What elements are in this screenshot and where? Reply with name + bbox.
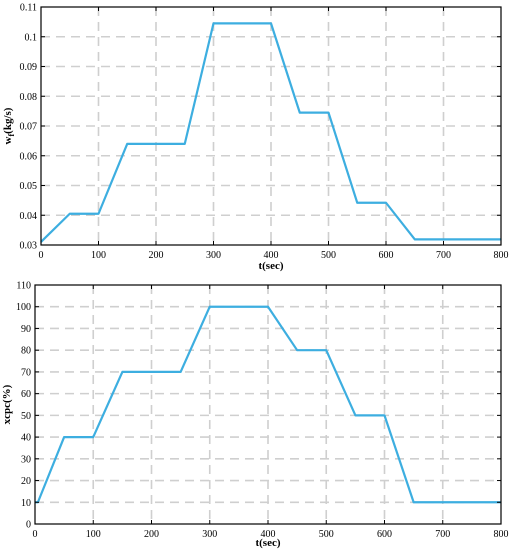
- y-tick-label: 40: [21, 433, 31, 444]
- x-tick-label: 700: [435, 529, 450, 540]
- x-tick-label: 200: [144, 529, 159, 540]
- x-tick-label: 300: [206, 250, 221, 261]
- y-tick-label: 110: [16, 281, 31, 292]
- y-axis-label-unit: (kg/s): [2, 107, 14, 134]
- y-tick-label: 90: [21, 324, 31, 335]
- y-tick-label: 0.09: [20, 62, 38, 73]
- x-axis-label: t(sec): [255, 537, 280, 549]
- x-tick-label: 300: [202, 529, 217, 540]
- y-tick-label: 0.05: [20, 181, 38, 192]
- x-tick-label: 500: [321, 250, 336, 261]
- x-tick-label: 0: [39, 250, 44, 261]
- x-tick-label: 600: [379, 250, 394, 261]
- y-tick-label: 30: [21, 454, 31, 465]
- x-tick-label: 800: [494, 529, 509, 540]
- x-tick-label: 100: [91, 250, 106, 261]
- y-tick-label: 60: [21, 389, 31, 400]
- y-tick-label: 0.08: [20, 92, 38, 103]
- x-axis-label: t(sec): [258, 260, 283, 272]
- x-tick-label: 0: [33, 529, 38, 540]
- y-tick-label: 100: [16, 302, 31, 313]
- y-axis-label-subscript: f: [7, 134, 16, 137]
- y-axis-label: wf(kg/s): [2, 107, 16, 144]
- y-tick-label: 0.1: [25, 32, 38, 43]
- y-tick-label: 20: [21, 476, 31, 487]
- x-tick-label: 400: [261, 529, 276, 540]
- x-tick-label: 800: [494, 250, 509, 261]
- x-tick-label: 400: [264, 250, 279, 261]
- y-tick-label: 0.07: [20, 122, 38, 133]
- x-tick-label: 100: [86, 529, 101, 540]
- y-axis-label-main: w: [2, 136, 14, 144]
- y-tick-label: 10: [21, 498, 31, 509]
- y-tick-label: 0.04: [20, 211, 38, 222]
- y-tick-label: 0: [26, 520, 31, 531]
- y-tick-label: 0.11: [20, 3, 37, 14]
- x-tick-label: 700: [436, 250, 451, 261]
- y-axis-label: xcpc(%): [1, 384, 13, 424]
- x-tick-label: 200: [149, 250, 164, 261]
- x-tick-label: 600: [377, 529, 392, 540]
- series-line: [35, 305, 501, 504]
- y-tick-label: 80: [21, 346, 31, 357]
- top-chart-wf: 0 100 200 300 400 500 600 700 800 0.03 0.04 0.05 0.0…: [2, 3, 509, 273]
- bottom-chart-xcpc: 0 100 200 300 400 500 600 700 800 0 10 20 30 40 50 60 70…: [1, 281, 509, 550]
- x-tick-label: 500: [319, 529, 334, 540]
- y-tick-label: 50: [21, 411, 31, 422]
- y-tick-label: 70: [21, 367, 31, 378]
- y-tick-label: 0.03: [20, 241, 38, 252]
- series-line: [40, 22, 501, 243]
- y-tick-label: 0.06: [20, 151, 38, 162]
